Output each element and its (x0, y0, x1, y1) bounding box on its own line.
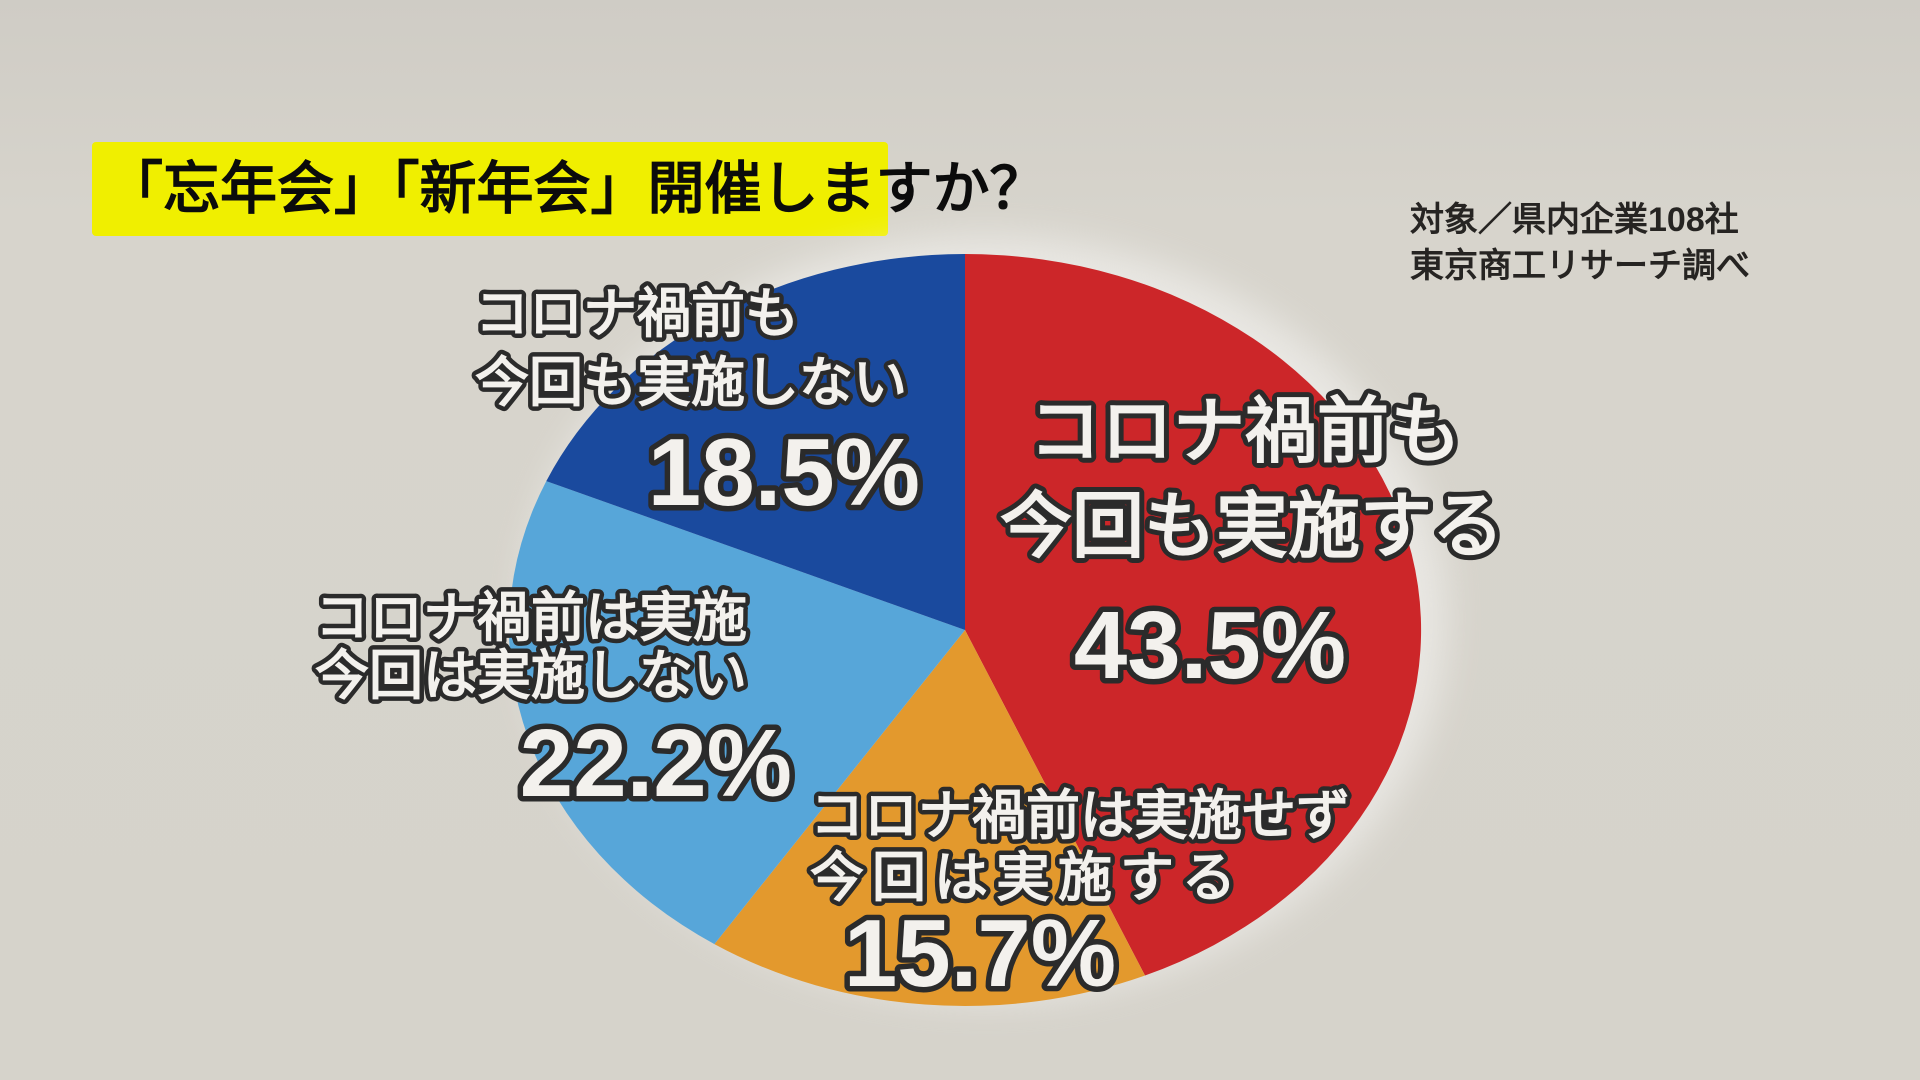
survey-source-line2: 東京商工リサーチ調べ (1410, 246, 1750, 285)
orange-slice-label-line2: 今回は実施する (810, 848, 1244, 908)
lightblue-slice-percentage: 22.2% (520, 710, 792, 817)
red-slice-label-line1: コロナ禍前も (1029, 392, 1461, 472)
pie-slice-1 (714, 630, 1145, 1007)
pie-slices (509, 253, 1422, 1007)
red-slice-percentage: 43.5% (1074, 592, 1346, 699)
darkblue-slice-label-line2: 今回も実施しない (475, 353, 907, 413)
pie-slice-3 (546, 254, 965, 630)
pie-slice-0 (965, 253, 1422, 976)
lightblue-slice-label-line1: コロナ禍前は実施 (315, 588, 747, 648)
darkblue-slice-label-line1: コロナ禍前も (475, 284, 799, 344)
red-slice-label-line2: 今回も実施する (1000, 487, 1504, 567)
lightblue-slice-label-line2: 今回は実施しない (315, 646, 747, 706)
orange-slice-label-line1: コロナ禍前は実施せず (810, 786, 1350, 846)
survey-source-line1: 対象／県内企業108社 (1410, 201, 1739, 239)
chart-title: 「忘年会」「新年会」開催しますか？ (92, 142, 1047, 236)
pie-slice-2 (509, 481, 965, 945)
orange-slice-percentage: 15.7% (844, 900, 1116, 1007)
pie-labels: コロナ禍前も 今回も実施する 43.5% コロナ禍前は実施せず 今回は実施する … (311, 280, 1510, 1013)
survey-source: 対象／県内企業108社 東京商工リサーチ調べ (1410, 198, 1750, 289)
darkblue-slice-percentage: 18.5% (648, 419, 920, 526)
